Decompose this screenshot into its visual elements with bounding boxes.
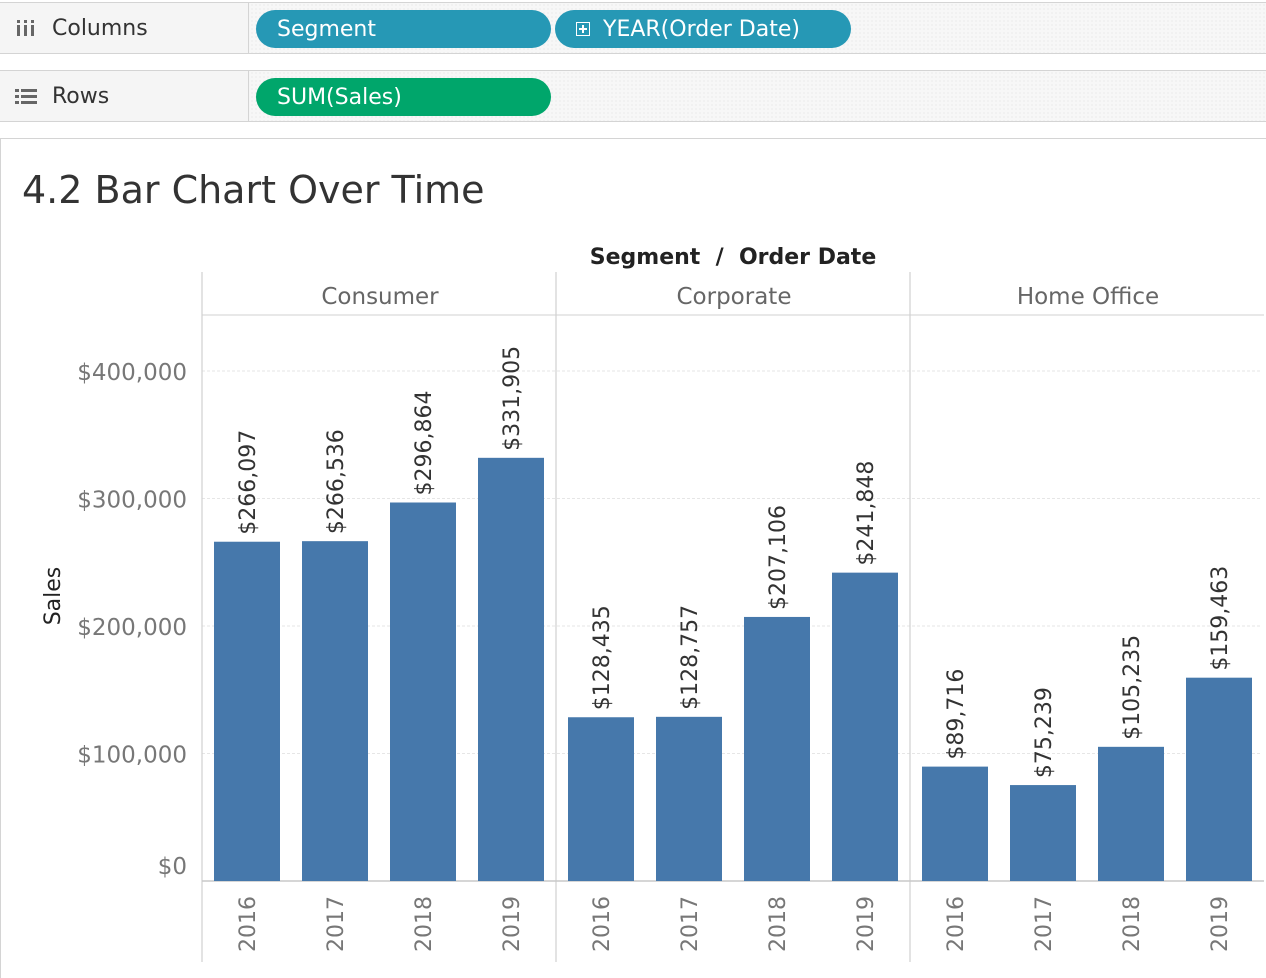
bar	[832, 572, 898, 881]
expand-plus-icon[interactable]	[576, 22, 590, 36]
bar	[1098, 746, 1164, 881]
columns-drop-area[interactable]: Segment YEAR(Order Date)	[250, 3, 1266, 53]
category-label: 2018	[766, 896, 791, 952]
bar	[568, 717, 634, 881]
chart-header: Segment / Order Date	[590, 245, 876, 270]
bar	[656, 716, 722, 881]
category-label: 2018	[1120, 896, 1145, 952]
data-label: $331,905	[500, 346, 525, 451]
category-label: 2017	[324, 896, 349, 952]
y-tick-label: $300,000	[77, 488, 187, 514]
data-label: $159,463	[1208, 566, 1233, 671]
y-tick-label: $400,000	[77, 360, 187, 386]
bar	[744, 616, 810, 881]
data-label: $241,848	[854, 461, 879, 566]
data-label: $128,757	[678, 605, 703, 710]
bar	[390, 502, 456, 881]
data-label: $105,235	[1120, 635, 1145, 740]
columns-label-text: Columns	[52, 15, 148, 41]
data-label: $266,536	[324, 429, 349, 534]
panel-header-label: Corporate	[677, 284, 792, 310]
rows-label-text: Rows	[52, 83, 110, 109]
data-label: $266,097	[236, 430, 261, 535]
data-label: $89,716	[944, 669, 969, 760]
bar	[302, 541, 368, 881]
bar	[1010, 785, 1076, 881]
sum-sales-pill-label: SUM(Sales)	[277, 84, 402, 110]
category-label: 2018	[412, 896, 437, 952]
category-label: 2016	[944, 896, 969, 952]
rows-shelf: Rows SUM(Sales)	[0, 70, 1266, 122]
category-label: 2017	[1032, 896, 1057, 952]
sheet-title: 4.2 Bar Chart Over Time	[22, 168, 485, 212]
category-label: 2017	[678, 896, 703, 952]
data-label: $296,864	[412, 391, 437, 496]
bar	[922, 766, 988, 881]
category-label: 2019	[854, 896, 879, 952]
sum-sales-pill[interactable]: SUM(Sales)	[256, 78, 551, 116]
category-label: 2019	[1208, 896, 1233, 952]
columns-icon	[13, 18, 39, 38]
bar	[478, 457, 544, 881]
panel-header-label: Consumer	[321, 284, 439, 310]
rows-shelf-label: Rows	[0, 71, 249, 121]
year-order-date-pill[interactable]: YEAR(Order Date)	[555, 10, 851, 48]
y-tick-label: $0	[158, 854, 187, 880]
panel-header-label: Home Office	[1017, 284, 1159, 310]
columns-shelf-label: Columns	[0, 3, 249, 53]
y-tick-label: $100,000	[77, 743, 187, 769]
y-tick-label: $200,000	[77, 615, 187, 641]
data-label: $75,239	[1032, 687, 1057, 778]
category-label: 2016	[590, 896, 615, 952]
data-label: $128,435	[590, 605, 615, 710]
year-order-date-pill-label: YEAR(Order Date)	[603, 16, 800, 42]
category-label: 2019	[500, 896, 525, 952]
segment-pill[interactable]: Segment	[256, 10, 551, 48]
segment-pill-label: Segment	[277, 16, 376, 42]
y-axis-label: Sales	[41, 567, 66, 626]
rows-drop-area[interactable]: SUM(Sales)	[250, 71, 1266, 121]
columns-shelf: Columns Segment YEAR(Order Date)	[0, 2, 1266, 54]
rows-icon	[13, 87, 39, 105]
bar	[1186, 677, 1252, 881]
bar	[214, 541, 280, 881]
data-label: $207,106	[766, 505, 791, 610]
category-label: 2016	[236, 896, 261, 952]
